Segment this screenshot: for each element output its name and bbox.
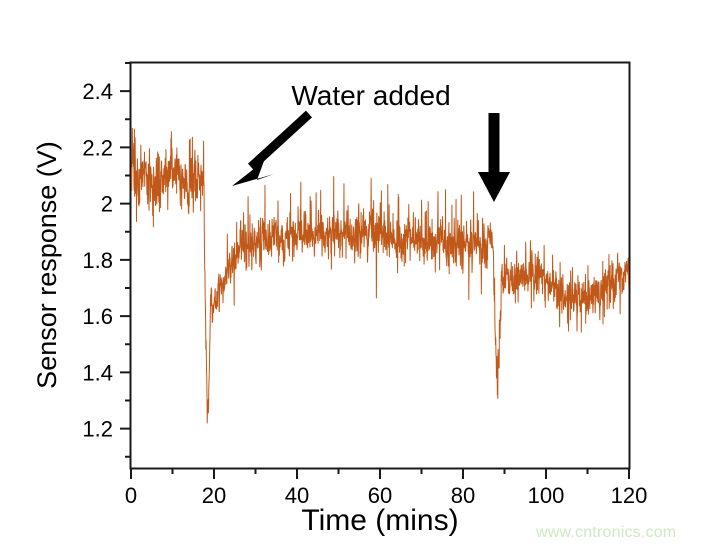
y-tick-label: 1.2 <box>82 417 113 442</box>
y-axis-title: Sensor response (V) <box>32 141 62 389</box>
y-axis-major-ticks <box>120 90 131 430</box>
y-axis-minor-ticks <box>125 62 131 458</box>
x-tick-label: 20 <box>202 483 226 508</box>
x-tick-label: 40 <box>285 483 309 508</box>
arrow-diagonal-head <box>232 161 274 186</box>
arrow-diagonal-water-added-icon <box>232 110 313 186</box>
x-axis-tick-labels: 0 20 40 60 80 100 120 <box>125 483 647 508</box>
arrow-vertical-head <box>478 172 510 202</box>
site-watermark: www.cntronics.com <box>536 524 677 541</box>
y-tick-label: 1.6 <box>82 304 113 329</box>
x-tick-label: 60 <box>368 483 392 508</box>
x-tick-label: 100 <box>528 483 565 508</box>
x-tick-label: 80 <box>451 483 475 508</box>
x-axis-major-ticks <box>130 468 630 479</box>
y-tick-label: 2 <box>101 192 113 217</box>
y-tick-label: 1.8 <box>82 248 113 273</box>
arrow-vertical-water-added-icon <box>478 113 510 202</box>
y-tick-label: 2.4 <box>82 79 113 104</box>
y-tick-label: 1.4 <box>82 360 113 385</box>
water-added-label: Water added <box>291 80 450 111</box>
y-tick-label: 2.2 <box>82 135 113 160</box>
arrow-diagonal-shaft <box>247 110 313 171</box>
x-axis-minor-ticks <box>171 468 589 474</box>
sensor-response-trace <box>131 127 629 424</box>
x-tick-label: 120 <box>611 483 648 508</box>
y-axis-tick-labels: 1.2 1.4 1.6 1.8 2 2.2 2.4 <box>82 79 113 442</box>
x-tick-label: 0 <box>125 483 137 508</box>
x-axis-title: Time (mins) <box>301 504 458 537</box>
